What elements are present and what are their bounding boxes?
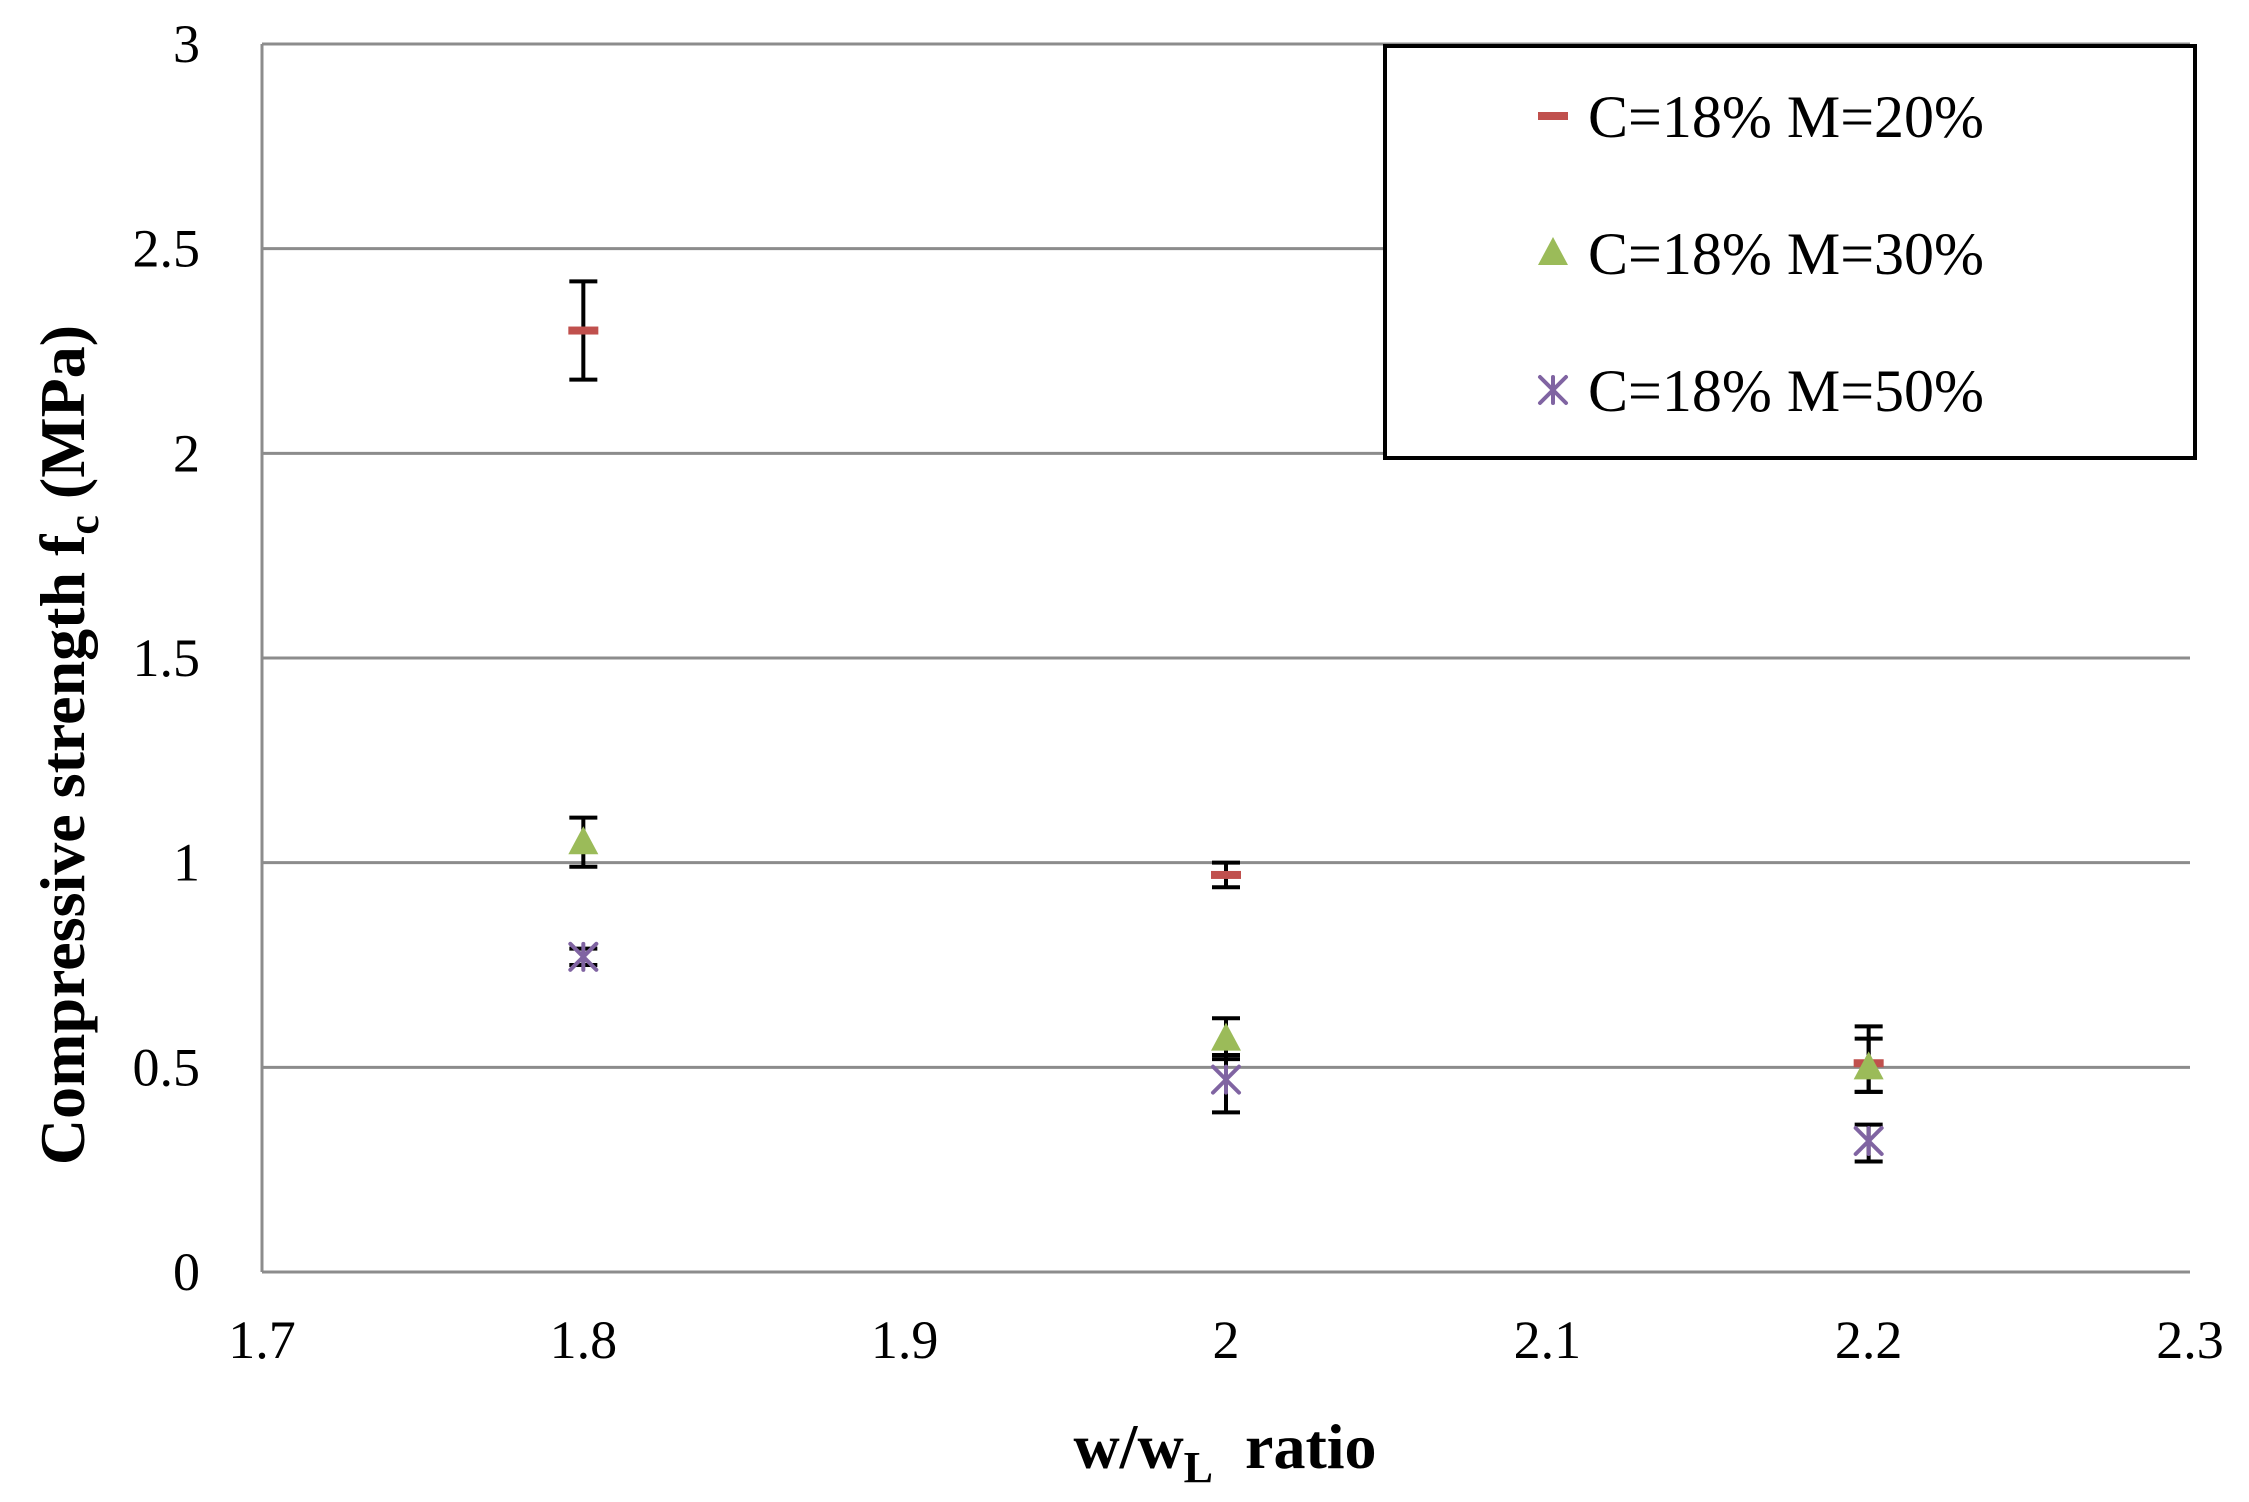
x-tick-label: 1.9 <box>871 1310 939 1370</box>
data-point-dash <box>1211 870 1241 879</box>
y-axis-title: Compressive strength fc (MPa) <box>27 325 108 1165</box>
y-tick-label: 3 <box>173 14 200 74</box>
data-point-triangle <box>1211 1022 1241 1051</box>
x-tick-label: 2.2 <box>1835 1310 1903 1370</box>
y-tick-label: 2.5 <box>133 219 201 279</box>
data-point-star <box>568 941 599 972</box>
legend-label: C=18% M=20% <box>1588 84 1984 150</box>
axes <box>260 44 2190 1274</box>
y-tick-label: 0.5 <box>133 1037 201 1097</box>
x-tick-label: 2 <box>1213 1310 1240 1370</box>
legend-marker-star <box>1538 375 1568 405</box>
data-point-star <box>1853 1126 1884 1157</box>
data-point-star <box>1211 1064 1241 1095</box>
legend-label: C=18% M=50% <box>1588 358 1984 424</box>
data-point-dash <box>568 326 599 335</box>
y-tick-label: 2 <box>173 423 200 483</box>
legend-label: C=18% M=30% <box>1588 221 1984 287</box>
legend: C=18% M=20% C=18% M=30% C=18% M=50% <box>1383 44 2197 460</box>
x-tick-label: 1.8 <box>550 1310 618 1370</box>
y-tick-labels: 0 0.5 1 1.5 2 2.5 3 <box>133 14 201 1302</box>
x-tick-labels: 1.7 1.8 1.9 2 2.1 2.2 2.3 <box>228 1310 2224 1370</box>
x-tick-label: 2.3 <box>2156 1310 2224 1370</box>
legend-box <box>1383 44 2197 460</box>
y-tick-label: 1.5 <box>133 628 201 688</box>
x-tick-label: 1.7 <box>228 1310 296 1370</box>
data-point-triangle <box>1853 1051 1884 1080</box>
y-tick-label: 1 <box>173 833 200 893</box>
data-points <box>568 326 1884 1157</box>
x-axis-title: w/wL ratio <box>1073 1411 1376 1492</box>
y-tick-label: 0 <box>173 1242 200 1302</box>
data-point-triangle <box>568 826 599 855</box>
legend-marker-triangle <box>1538 237 1568 265</box>
legend-marker-dash <box>1538 112 1568 120</box>
x-tick-label: 2.1 <box>1514 1310 1582 1370</box>
